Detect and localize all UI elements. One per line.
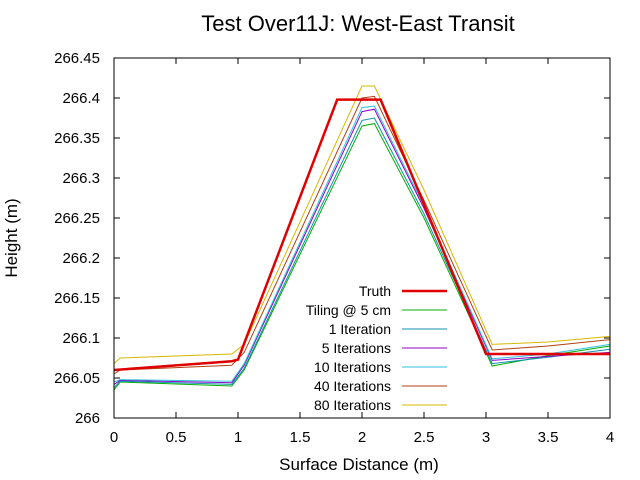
series-line-10-iterations bbox=[113, 105, 611, 383]
legend-label-40-iterations: 40 Iterations bbox=[314, 378, 391, 394]
x-tick-label: 1.5 bbox=[290, 429, 311, 446]
x-tick-label: 0.5 bbox=[166, 429, 187, 446]
chart-title: Test Over11J: West-East Transit bbox=[201, 11, 514, 36]
legend-label-80-iterations: 80 Iterations bbox=[314, 397, 391, 413]
plot-lines bbox=[113, 85, 611, 391]
y-tick-label: 266.25 bbox=[54, 210, 100, 227]
y-tick-label: 266.2 bbox=[62, 250, 100, 267]
legend-label-1-iteration: 1 Iteration bbox=[329, 321, 391, 337]
plot-frame bbox=[113, 57, 611, 419]
x-tick-label: 2.5 bbox=[414, 429, 435, 446]
x-axis-label: Surface Distance (m) bbox=[279, 455, 439, 474]
x-tick-label: 2 bbox=[358, 429, 366, 446]
x-tick-label: 1 bbox=[234, 429, 242, 446]
y-tick-label: 266.15 bbox=[54, 290, 100, 307]
y-tick-label: 266.35 bbox=[54, 130, 100, 147]
legend: Truth Tiling @ 5 cm 1 Iteration 5 Iteration… bbox=[306, 283, 447, 413]
y-tick-label: 266.45 bbox=[54, 50, 100, 67]
series-line-1-iteration bbox=[113, 117, 611, 388]
x-tick-label: 4 bbox=[606, 429, 614, 446]
legend-label-truth: Truth bbox=[359, 283, 391, 299]
series-line-truth bbox=[113, 98, 610, 372]
x-tick-label: 3.5 bbox=[538, 429, 559, 446]
y-axis-label: Height (m) bbox=[2, 198, 21, 277]
y-tick-label: 266.05 bbox=[54, 370, 100, 387]
series-line-40-iterations bbox=[113, 95, 611, 375]
axis-ticks: 0 0.5 1 1.5 2 2.5 3 3.5 4 266 266.05 266.1 266.15 266… bbox=[54, 50, 614, 446]
series-line-5-iterations bbox=[113, 108, 611, 385]
legend-label-tiling-5-cm: Tiling @ 5 cm bbox=[306, 302, 391, 318]
series-line-80-iterations bbox=[113, 85, 611, 364]
y-tick-label: 266.3 bbox=[62, 170, 100, 187]
y-tick-label: 266.4 bbox=[62, 90, 100, 107]
y-tick-label: 266.1 bbox=[62, 330, 100, 347]
y-tick-label: 266 bbox=[75, 410, 100, 427]
legend-label-5-iterations: 5 Iterations bbox=[322, 340, 391, 356]
x-tick-label: 3 bbox=[482, 429, 490, 446]
legend-label-10-iterations: 10 Iterations bbox=[314, 359, 391, 375]
x-tick-label: 0 bbox=[110, 429, 118, 446]
